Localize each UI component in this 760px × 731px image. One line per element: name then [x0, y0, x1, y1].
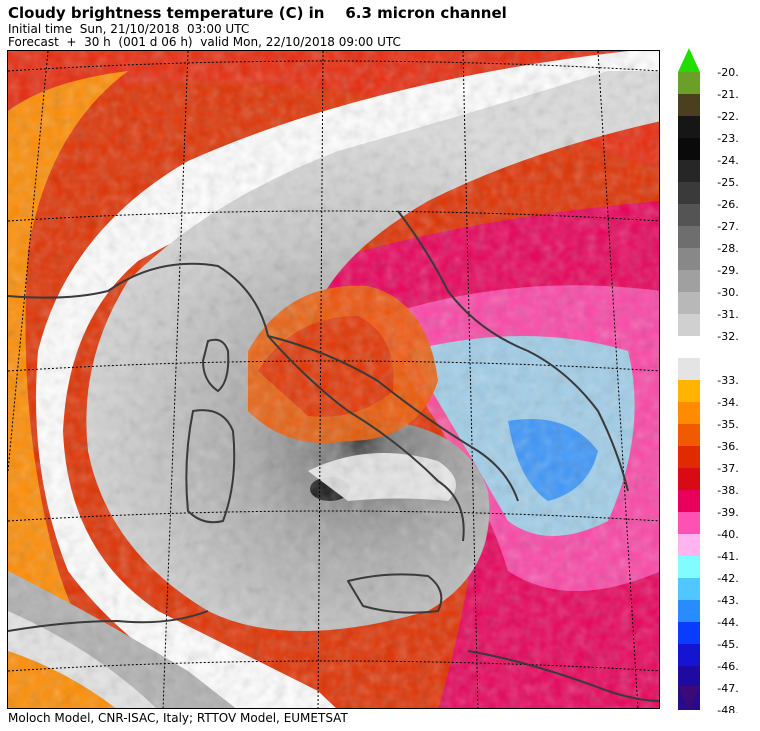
colorbar-label: -22. — [717, 110, 738, 123]
colorbar-label: -35. — [717, 418, 738, 431]
colorbar-label: -48. — [717, 704, 738, 713]
map-canvas — [8, 51, 659, 708]
italy-east-coast — [267, 335, 519, 502]
meridian-line — [462, 51, 479, 708]
colorbar-swatch — [678, 402, 700, 424]
colorbar-swatch — [678, 446, 700, 468]
meridian-line — [162, 51, 189, 708]
colorbar-swatch — [678, 600, 700, 622]
colorbar-label: -38. — [717, 484, 738, 497]
colorbar-swatch — [678, 226, 700, 248]
colorbar-label: -28. — [717, 242, 738, 255]
africa-coast — [8, 610, 209, 632]
graticule — [8, 51, 659, 708]
texture-overlay — [8, 51, 659, 708]
colorbar-label: -45. — [717, 638, 738, 651]
colorbar-swatch — [678, 578, 700, 600]
sicily-coast — [347, 573, 443, 614]
colorbar-swatch — [678, 358, 700, 380]
colorbar-bottom-arrow — [678, 686, 700, 710]
colorbar-label: -46. — [717, 660, 738, 673]
colorbar-swatch — [678, 204, 700, 226]
colorbar-label: -40. — [717, 528, 738, 541]
colorbar-swatch — [678, 556, 700, 578]
colorbar-label: -43. — [717, 594, 738, 607]
initial-time: Initial time Sun, 21/10/2018 03:00 UTC — [8, 22, 250, 36]
colorbar-label: -47. — [717, 682, 738, 695]
forecast-validity: Forecast + 30 h (001 d 06 h) valid Mon, … — [8, 35, 401, 49]
colorbar-swatch — [678, 468, 700, 490]
colorbar-label: -36. — [717, 440, 738, 453]
greece-coast — [467, 650, 659, 702]
colorbar-swatch — [678, 94, 700, 116]
colorbar: -20. -21. -22. -23. -24. -25. -26. -27. -28. -29.… — [678, 48, 739, 713]
colorbar-label: -20. — [717, 66, 738, 79]
colorbar-swatch — [678, 248, 700, 270]
colorbar-label: -44. — [717, 616, 738, 629]
colorbar-label: -37. — [717, 462, 738, 475]
colorbar-label: -24. — [717, 154, 738, 167]
colorbar-label: -42. — [717, 572, 738, 585]
colorbar-label: -31. — [717, 308, 738, 321]
colorbar-swatch — [678, 424, 700, 446]
colorbar-label: -29. — [717, 264, 738, 277]
colorbar-swatch — [678, 138, 700, 160]
coastlines — [8, 210, 659, 702]
colorbar-swatch — [678, 314, 700, 336]
sardinia-coast — [185, 409, 236, 524]
colorbar-label: -27. — [717, 220, 738, 233]
colorbar-label: -23. — [717, 132, 738, 145]
meridian-line — [317, 51, 324, 708]
colorbar-swatch — [678, 292, 700, 314]
colorbar-labels: -20. -21. -22. -23. -24. -25. -26. -27. -28. -29.… — [717, 66, 738, 713]
colorbar-swatch — [678, 116, 700, 138]
colorbar-label: -33. — [717, 374, 738, 387]
colorbar-swatch — [678, 380, 700, 402]
colorbar-label: -34. — [717, 396, 738, 409]
colorbar-label: -26. — [717, 198, 738, 211]
chart-title: Cloudy brightness temperature (C) in 6.3… — [8, 4, 507, 22]
colorbar-label: -25. — [717, 176, 738, 189]
colorbar-swatch — [678, 644, 700, 666]
corsica-coast — [202, 338, 230, 392]
footer-credit: Moloch Model, CNR-ISAC, Italy; RTTOV Mod… — [8, 711, 348, 725]
adriatic-east-coast — [397, 210, 629, 492]
colorbar-label: -41. — [717, 550, 738, 563]
colorbar-swatch — [678, 512, 700, 534]
colorbar-swatch — [678, 534, 700, 556]
colorbar-swatch — [678, 666, 700, 688]
colorbar-swatch — [678, 160, 700, 182]
brightness-temperature-map — [7, 50, 660, 709]
colorbar-boxes — [678, 72, 700, 710]
colorbar-label: -30. — [717, 286, 738, 299]
colorbar-swatch — [678, 622, 700, 644]
colorbar-top-arrow — [678, 48, 700, 72]
colorbar-label: -21. — [717, 88, 738, 101]
colorbar-swatch — [678, 270, 700, 292]
colorbar-swatch — [678, 490, 700, 512]
colorbar-swatch — [678, 182, 700, 204]
italy-west-coast — [8, 262, 465, 542]
colorbar-swatch — [678, 72, 700, 94]
colorbar-label: -32. — [717, 330, 738, 343]
colorbar-label: -39. — [717, 506, 738, 519]
